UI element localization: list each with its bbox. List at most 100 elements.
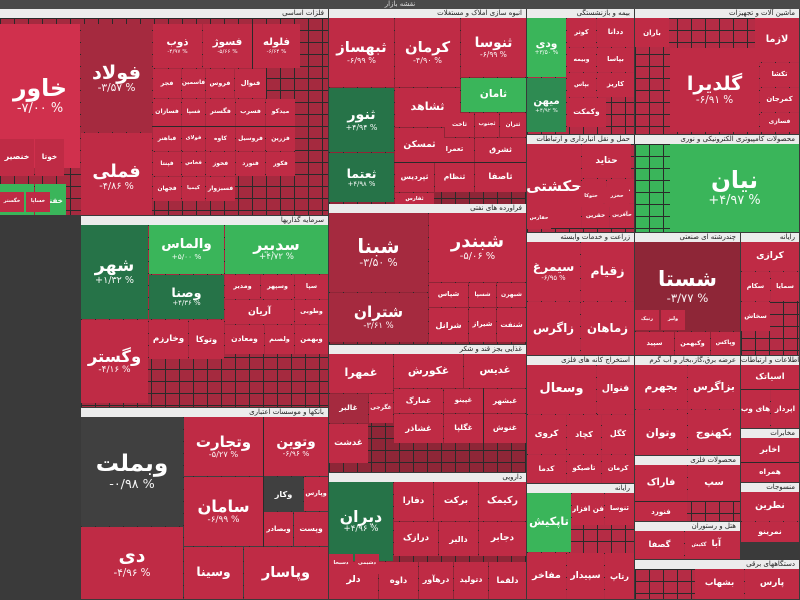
ticker-tile[interactable]: شنفت [497,308,526,342]
ticker-tile[interactable]: ومدیر [225,275,260,299]
ticker-tile[interactable]: ودی +۳/۵۰ % [527,18,566,77]
ticker-tile[interactable]: ثنور +۴/۹۴ % [329,88,394,152]
ticker-tile[interactable]: شبندر -۵/۰۶ % [429,213,526,282]
ticker-tile[interactable]: غگرجی [369,394,393,423]
ticker-tile[interactable]: کرمان -۴/۹۰ % [395,18,460,87]
ticker-tile[interactable]: وپست [294,512,328,546]
ticker-tile[interactable]: زاگرس [527,302,580,355]
ticker-tile[interactable]: غدیس [464,354,526,388]
ticker-tile[interactable]: ثتران [500,113,526,137]
ticker-tile[interactable]: وبملت -۰/۹۸ % [81,417,183,526]
ticker-tile[interactable]: ولصنم [265,325,294,354]
ticker-tile[interactable]: فلوله -۶/۶۴ % [253,24,300,68]
ticker-tile[interactable]: وبیمه [567,48,596,72]
ticker-tile[interactable]: فخاس [182,152,205,176]
ticker-tile[interactable]: وتجارت -۵/۲۷ % [184,417,263,476]
ticker-tile[interactable]: فجهان [153,177,181,201]
ticker-tile[interactable]: فروس [206,69,234,98]
ticker-tile[interactable]: اسیاتک [741,365,799,389]
ticker-tile[interactable]: وتوین -۶/۹۶ % [264,417,328,476]
ticker-tile[interactable]: سپید [635,332,674,355]
ticker-tile[interactable]: فگستر [206,99,235,126]
ticker-tile[interactable]: غپینو [444,389,483,413]
ticker-tile[interactable]: کدما [527,455,566,483]
ticker-tile[interactable]: سپ [688,465,740,501]
ticker-tile[interactable]: رتاپ [605,553,634,599]
ticker-tile[interactable]: کرازی [741,242,799,271]
ticker-tile[interactable]: سیمرغ -۶/۹۵ % [527,242,580,301]
ticker-tile[interactable]: دالبر [439,522,478,556]
ticker-tile[interactable]: دیران +۴/۹۶ % [329,482,393,561]
ticker-tile[interactable]: کرمان [602,455,634,483]
ticker-tile[interactable]: خنصیر [0,139,34,176]
ticker-tile[interactable]: غبشهر [484,389,526,413]
ticker-tile[interactable]: شبهرن [497,283,526,307]
ticker-tile[interactable]: بکهنوج [688,410,740,455]
ticker-tile[interactable]: حتوکا [579,187,603,207]
ticker-tile[interactable]: شتران -۳/۶۱ % [329,293,428,342]
ticker-tile[interactable]: فملی -۴/۸۶ % [81,133,152,215]
ticker-tile[interactable]: وکار [264,477,303,511]
ticker-tile[interactable]: دتولید [454,562,488,599]
ticker-tile[interactable]: وبصادر [264,512,293,546]
ticker-tile[interactable]: خگستر [0,192,24,212]
ticker-tile[interactable]: حآفرین [610,204,634,228]
ticker-tile[interactable]: وصنا +۴/۳۶ % [149,275,224,319]
ticker-tile[interactable]: ثاصفا [475,163,526,192]
ticker-tile[interactable]: کیمیا [182,177,205,201]
ticker-tile[interactable]: فسازان [153,99,181,126]
ticker-tile[interactable]: فن افزار [572,493,604,525]
ticker-tile[interactable]: شستا -۳/۷۷ % [635,242,740,331]
ticker-tile[interactable]: بجهرم [635,365,687,409]
ticker-tile[interactable]: وسعال [527,365,596,414]
ticker-tile[interactable]: فسپا [182,99,205,126]
ticker-tile[interactable]: فروسیل [236,127,265,151]
ticker-tile[interactable]: حقرین [582,204,609,228]
ticker-tile[interactable]: همراه [741,463,799,482]
ticker-tile[interactable]: خساپا [26,192,50,212]
ticker-tile[interactable]: ثنوسا -۶/۹۹ % [461,18,526,77]
ticker-tile[interactable]: فکور [266,152,295,176]
ticker-tile[interactable]: فخوز [206,152,235,176]
ticker-tile[interactable]: فباهنر [153,127,181,151]
ticker-tile[interactable]: ثفارس [395,193,434,207]
ticker-tile[interactable]: سکام [741,272,770,301]
ticker-tile[interactable]: لازما [755,18,799,62]
ticker-tile[interactable]: ثعمرا [435,138,474,162]
ticker-tile[interactable]: بپاسا [597,48,634,72]
ticker-tile[interactable]: فسوژ -۵/۶۶ % [203,24,252,68]
ticker-tile[interactable]: ثبهساز -۶/۹۹ % [329,18,394,87]
ticker-tile[interactable]: نمرینو [741,522,799,542]
ticker-tile[interactable]: ذوب -۴/۹۷ % [153,24,202,68]
ticker-tile[interactable]: حتاید [582,144,631,178]
ticker-tile[interactable]: وکمکت [567,98,606,127]
ticker-tile[interactable]: شپاس [429,283,468,307]
ticker-tile[interactable]: داوه [379,562,418,599]
ticker-tile[interactable]: کمرجان [760,88,799,112]
ticker-tile[interactable]: گکیش [687,536,711,556]
ticker-tile[interactable]: میدکو [266,99,295,126]
ticker-tile[interactable]: والماس +۵/۰۰ % [149,225,224,274]
ticker-tile[interactable]: سدبیر +۴/۷۲ % [225,225,328,274]
ticker-tile[interactable]: های وب [741,390,770,428]
ticker-tile[interactable]: درازک [394,522,438,556]
ticker-tile[interactable]: غدشت [329,424,368,463]
ticker-tile[interactable]: فولاد -۳/۵۷ % [81,24,152,132]
ticker-tile[interactable]: فجر [153,69,181,98]
ticker-tile[interactable]: فاسمین [182,69,205,98]
ticker-tile[interactable]: سپیدار [567,553,604,599]
ticker-tile[interactable]: فزرین [266,127,295,151]
ticker-tile[interactable]: وتوان [635,410,687,455]
ticker-tile[interactable]: غنوش [484,414,526,443]
ticker-tile[interactable]: فپنتا [153,152,181,176]
ticker-tile[interactable]: ثعتما +۴/۹۸ % [329,153,394,202]
ticker-tile[interactable]: فسرب [236,99,265,126]
ticker-tile[interactable]: غکورش [394,354,463,388]
ticker-tile[interactable]: غشاذر [394,414,443,443]
ticker-tile[interactable]: کاوه [206,127,235,151]
ticker-tile[interactable]: دفارا [394,482,433,521]
ticker-tile[interactable]: بشهاب [695,569,744,599]
ticker-tile[interactable]: غمهرا [329,354,393,393]
ticker-tile[interactable]: ثنوسا [605,493,634,525]
ticker-tile[interactable]: گلدیرا -۶/۹۱ % [670,48,759,132]
